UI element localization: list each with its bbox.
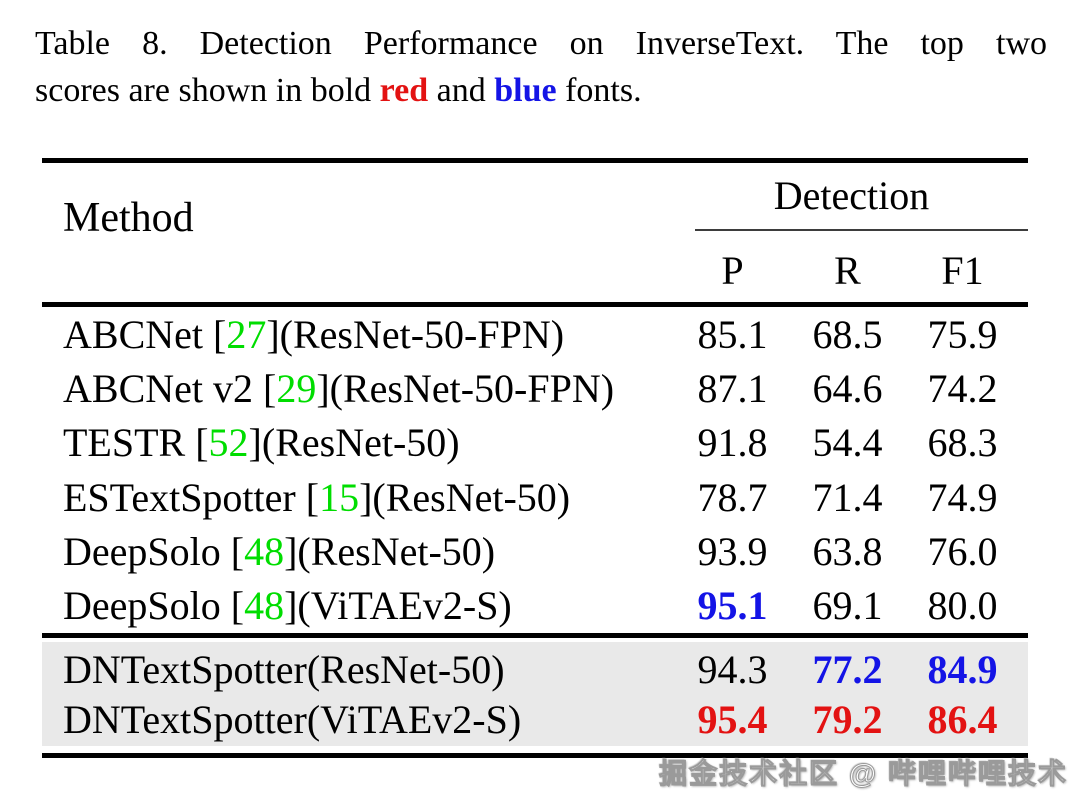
table-row: ABCNet [27](ResNet-50-FPN) 85.1 68.5 75.… xyxy=(42,307,1028,361)
score-p: 94.3 xyxy=(697,646,768,692)
method-backbone: ](ResNet-50-FPN) xyxy=(316,365,615,411)
table-caption: Table 8. Detection Performance on Invers… xyxy=(35,20,1047,114)
score-r: 68.5 xyxy=(812,311,883,357)
highlighted-rows: DNTextSpotter(ResNet-50) 94.3 77.2 84.9 … xyxy=(42,642,1028,746)
method-cell: ABCNet v2 [29](ResNet-50-FPN) xyxy=(42,365,675,412)
score-p: 93.9 xyxy=(697,528,768,574)
table-row: DeepSolo [48](ResNet-50) 93.9 63.8 76.0 xyxy=(42,524,1028,578)
results-table: Method Detection P R F1 ABCNet [27](ResN… xyxy=(42,158,1028,758)
score-r: 79.2 xyxy=(812,696,883,742)
citation-ref: 27 xyxy=(226,311,267,357)
method-name: ESTextSpotter [ xyxy=(63,474,320,520)
method-name: ABCNet [ xyxy=(63,311,227,357)
score-p: 95.1 xyxy=(697,583,768,629)
method-cell: DNTextSpotter(ResNet-50) xyxy=(42,646,675,693)
baseline-rows: ABCNet [27](ResNet-50-FPN) 85.1 68.5 75.… xyxy=(42,307,1028,633)
score-f1: 86.4 xyxy=(927,696,998,742)
score-r: 77.2 xyxy=(812,646,883,692)
score-r: 69.1 xyxy=(812,583,883,629)
caption-text-segment: scores are shown in bold xyxy=(35,72,380,109)
table-row: TESTR [52](ResNet-50) 91.8 54.4 68.3 xyxy=(42,416,1028,470)
caption-red-word: red xyxy=(379,72,429,109)
score-r: 54.4 xyxy=(812,420,883,466)
method-name: DNTextSpotter(ResNet-50) xyxy=(63,646,505,692)
caption-blue-word: blue xyxy=(494,72,557,109)
score-r: 71.4 xyxy=(812,474,883,520)
watermark: 掘金技术社区 @ 哔哩哔哩技术 xyxy=(659,758,1068,790)
table-row: DNTextSpotter(ViTAEv2-S) 95.4 79.2 86.4 xyxy=(42,694,1028,744)
detection-group-underline xyxy=(695,229,1028,231)
method-name: DNTextSpotter(ViTAEv2-S) xyxy=(63,696,522,742)
column-header-p: P xyxy=(721,247,744,293)
score-p: 91.8 xyxy=(697,420,768,466)
citation-ref: 15 xyxy=(319,474,360,520)
table-top-rule xyxy=(42,158,1028,163)
header-bottom-rule xyxy=(42,302,1028,307)
score-f1: 74.2 xyxy=(927,365,998,411)
score-f1: 84.9 xyxy=(927,646,998,692)
citation-ref: 48 xyxy=(244,528,285,574)
method-backbone: ](ResNet-50-FPN) xyxy=(266,311,565,357)
method-cell: DNTextSpotter(ViTAEv2-S) xyxy=(42,696,675,743)
score-r: 64.6 xyxy=(812,365,883,411)
table-row: ESTextSpotter [15](ResNet-50) 78.7 71.4 … xyxy=(42,470,1028,524)
column-header-f1: F1 xyxy=(941,247,984,293)
method-cell: TESTR [52](ResNet-50) xyxy=(42,419,675,466)
method-name: ABCNet v2 [ xyxy=(63,365,277,411)
caption-line-1: Table 8. Detection Performance on Invers… xyxy=(35,25,1047,62)
score-f1: 76.0 xyxy=(927,528,998,574)
citation-ref: 48 xyxy=(244,583,285,629)
citation-ref: 29 xyxy=(276,365,317,411)
score-f1: 68.3 xyxy=(927,420,998,466)
method-cell: DeepSolo [48](ViTAEv2-S) xyxy=(42,582,675,629)
column-headers-row: P R F1 xyxy=(42,242,1028,298)
table-bottom-rule xyxy=(42,753,1028,758)
table-row: ABCNet v2 [29](ResNet-50-FPN) 87.1 64.6 … xyxy=(42,361,1028,415)
body-separator-rule xyxy=(42,633,1028,638)
method-cell: ESTextSpotter [15](ResNet-50) xyxy=(42,474,675,521)
method-cell: ABCNet [27](ResNet-50-FPN) xyxy=(42,311,675,358)
score-f1: 75.9 xyxy=(927,311,998,357)
method-name: DeepSolo [ xyxy=(63,528,245,574)
citation-ref: 52 xyxy=(208,420,249,466)
score-p: 95.4 xyxy=(697,696,768,742)
score-p: 87.1 xyxy=(697,365,768,411)
table-row: DNTextSpotter(ResNet-50) 94.3 77.2 84.9 xyxy=(42,644,1028,694)
caption-line-2: scores are shown in bold red and blue fo… xyxy=(35,67,1047,114)
score-p: 85.1 xyxy=(697,311,768,357)
method-backbone: ](ResNet-50) xyxy=(359,474,571,520)
score-f1: 74.9 xyxy=(927,474,998,520)
method-name: TESTR [ xyxy=(63,420,209,466)
score-p: 78.7 xyxy=(697,474,768,520)
column-header-r: R xyxy=(834,247,861,293)
method-backbone: ](ResNet-50) xyxy=(248,420,460,466)
method-name: DeepSolo [ xyxy=(63,583,245,629)
method-column-header: Method xyxy=(63,195,194,241)
detection-group-header: Detection xyxy=(773,173,930,218)
table-row: DeepSolo [48](ViTAEv2-S) 95.1 69.1 80.0 xyxy=(42,578,1028,632)
caption-text-segment: fonts. xyxy=(556,72,642,109)
method-backbone: ](ViTAEv2-S) xyxy=(284,583,512,629)
method-backbone: ](ResNet-50) xyxy=(284,528,496,574)
score-f1: 80.0 xyxy=(927,583,998,629)
caption-text-segment: and xyxy=(428,72,495,109)
method-cell: DeepSolo [48](ResNet-50) xyxy=(42,528,675,575)
score-r: 63.8 xyxy=(812,528,883,574)
